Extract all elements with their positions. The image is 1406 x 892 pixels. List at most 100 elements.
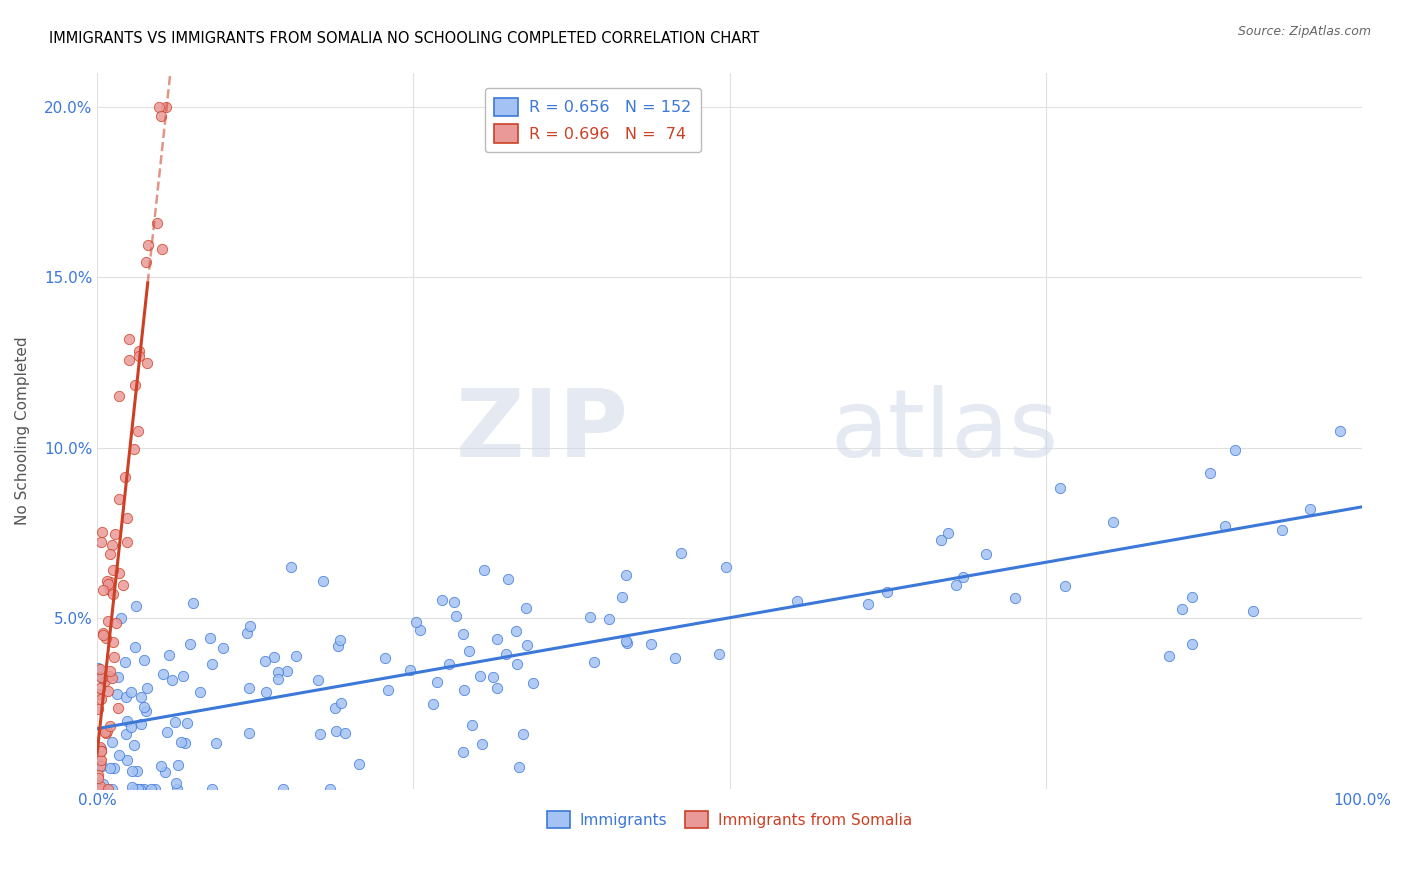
Point (308, 726, 330, 740)
Point (98, 761, 121, 775)
Point (89, 753, 111, 767)
Point (472, 563, 495, 577)
Point (280, 559, 302, 574)
Point (1054, 579, 1077, 593)
Point (165, 714, 187, 729)
Point (481, 670, 503, 684)
Point (167, 757, 190, 772)
Point (515, 601, 537, 615)
Point (87, 781, 110, 796)
Point (952, 570, 974, 584)
Point (329, 696, 352, 710)
Point (89, 740, 111, 755)
Point (96, 723, 118, 738)
Point (115, 511, 138, 525)
Point (405, 615, 427, 629)
Point (87, 781, 110, 796)
Point (582, 655, 605, 669)
Point (100, 735, 122, 749)
Point (266, 665, 288, 679)
Point (108, 389, 131, 403)
Point (266, 672, 288, 686)
Point (201, 781, 224, 796)
Point (945, 577, 967, 591)
Point (786, 594, 808, 608)
Point (90, 691, 112, 706)
Point (114, 655, 136, 669)
Point (451, 627, 474, 641)
Point (114, 470, 136, 484)
Point (89, 779, 111, 793)
Point (101, 538, 124, 552)
Point (212, 640, 235, 655)
Point (104, 616, 127, 631)
Point (1213, 519, 1236, 533)
Point (333, 726, 356, 740)
Legend: Immigrants, Immigrants from Somalia: Immigrants, Immigrants from Somalia (541, 805, 918, 835)
Point (457, 644, 479, 658)
Point (152, 666, 174, 681)
Point (98, 664, 121, 678)
Point (132, 700, 155, 714)
Point (236, 625, 259, 640)
Point (127, 425, 149, 439)
Point (1181, 590, 1204, 604)
Point (929, 533, 952, 548)
Point (1171, 602, 1194, 616)
Point (100, 583, 122, 598)
Point (112, 578, 135, 592)
Point (1271, 523, 1294, 537)
Point (103, 761, 125, 775)
Point (121, 764, 143, 778)
Point (124, 640, 146, 654)
Point (135, 356, 157, 370)
Point (93, 626, 115, 640)
Point (506, 657, 529, 672)
Point (614, 634, 637, 648)
Point (612, 590, 634, 604)
Point (94, 673, 117, 688)
Point (115, 727, 138, 741)
Point (91, 525, 114, 540)
Point (709, 648, 731, 662)
Point (108, 492, 131, 507)
Y-axis label: No Schooling Completed: No Schooling Completed (15, 336, 30, 525)
Point (201, 657, 224, 672)
Point (505, 624, 527, 638)
Point (120, 685, 142, 699)
Point (598, 612, 620, 626)
Point (876, 585, 898, 599)
Point (273, 781, 295, 796)
Point (512, 727, 534, 741)
Point (115, 690, 138, 704)
Point (437, 657, 460, 672)
Point (90, 672, 112, 686)
Point (614, 567, 637, 582)
Point (1004, 591, 1026, 606)
Point (89, 759, 111, 773)
Point (135, 704, 157, 718)
Point (94, 726, 117, 740)
Point (128, 781, 150, 796)
Point (124, 781, 146, 796)
Point (176, 716, 198, 731)
Point (430, 593, 453, 607)
Point (104, 526, 127, 541)
Point (149, 759, 172, 773)
Point (97, 614, 120, 628)
Point (856, 597, 879, 611)
Point (1181, 637, 1204, 651)
Point (96, 781, 118, 796)
Text: atlas: atlas (831, 384, 1059, 476)
Point (426, 674, 449, 689)
Point (115, 714, 138, 728)
Point (1241, 604, 1264, 618)
Point (127, 781, 149, 796)
Point (408, 623, 430, 637)
Point (1159, 648, 1181, 663)
Point (347, 756, 370, 771)
Point (169, 735, 191, 749)
Point (181, 596, 204, 610)
Point (669, 546, 692, 560)
Point (94, 725, 117, 739)
